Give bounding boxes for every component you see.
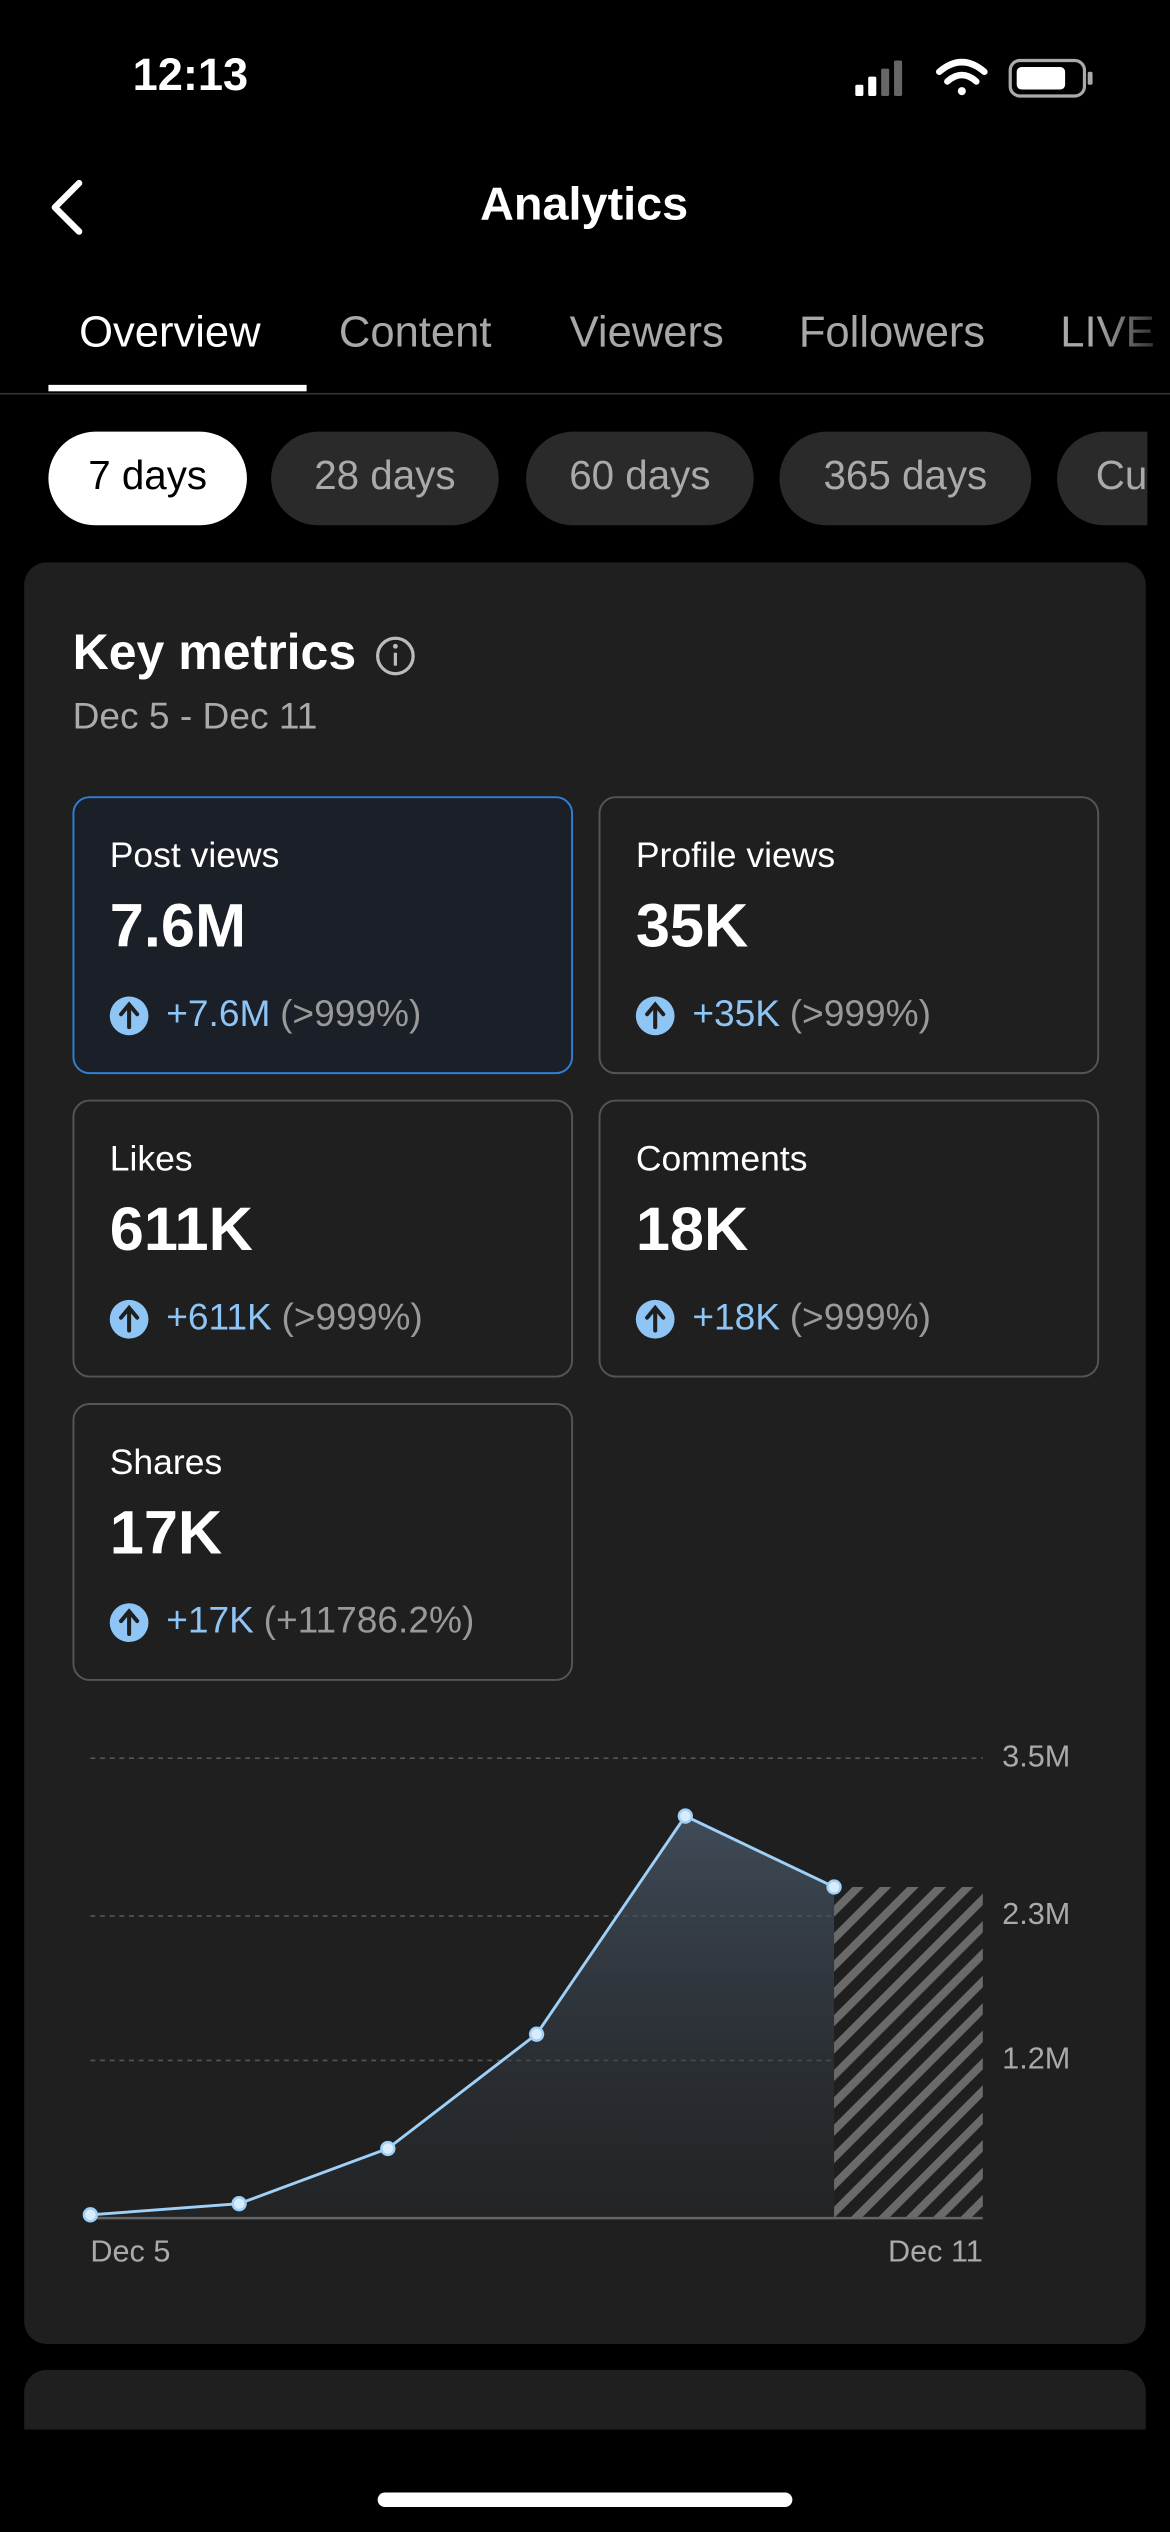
battery-icon bbox=[1008, 58, 1093, 98]
metric-percent: (+11786.2%) bbox=[264, 1598, 475, 1640]
page-title: Analytics bbox=[480, 178, 688, 230]
metric-percent: (>999%) bbox=[281, 1295, 422, 1337]
metric-card[interactable] bbox=[72, 796, 574, 1075]
point bbox=[380, 2140, 396, 2157]
metric-change-row: +17K (+11786.2%) bbox=[166, 1598, 474, 1640]
metric-value: 611K bbox=[110, 1194, 253, 1263]
period-selector: 7 days 28 days 60 days 365 days Cu bbox=[48, 431, 1170, 526]
status-time: 12:13 bbox=[133, 49, 249, 100]
metric-change-row: +611K (>999%) bbox=[166, 1295, 423, 1337]
metric-change: +17K bbox=[166, 1598, 254, 1640]
chart: 3.5M 2.3M 1.2M Dec 5 Dec 11 bbox=[82, 1739, 1070, 2269]
line bbox=[90, 1814, 835, 2217]
metric-percent: (>999%) bbox=[790, 992, 931, 1034]
wifi-icon bbox=[935, 58, 988, 96]
metric-card[interactable] bbox=[72, 1403, 574, 1681]
point bbox=[677, 1808, 693, 1824]
period-pill[interactable] bbox=[1057, 431, 1170, 526]
metric-percent: (>999%) bbox=[790, 1295, 931, 1337]
metric-value: 17K bbox=[110, 1497, 222, 1566]
tab[interactable]: Overview bbox=[79, 308, 261, 356]
tab[interactable]: Content bbox=[339, 308, 492, 356]
y-tick-label: 1.2M bbox=[1002, 2042, 1070, 2076]
metric-label: Shares bbox=[110, 1442, 222, 1482]
metric-card[interactable] bbox=[72, 1099, 574, 1378]
point bbox=[826, 1879, 842, 1895]
point bbox=[231, 2196, 247, 2212]
period-label[interactable]: 7 days bbox=[88, 452, 207, 498]
x-tick-label: Dec 11 bbox=[888, 2235, 983, 2269]
metric-percent: (>999%) bbox=[280, 992, 421, 1034]
point bbox=[528, 2026, 545, 2042]
section-title: Key metrics bbox=[73, 624, 357, 680]
x-tick-label: Dec 5 bbox=[90, 2235, 170, 2269]
metric-label: Likes bbox=[110, 1138, 193, 1178]
back-button[interactable] bbox=[51, 179, 83, 235]
period-label[interactable]: Cu bbox=[1096, 452, 1148, 498]
metric-card[interactable] bbox=[598, 796, 1100, 1075]
incomplete-region bbox=[834, 1886, 983, 2219]
tab-underline bbox=[48, 384, 307, 392]
trend-arrow bbox=[645, 1001, 666, 1030]
divider bbox=[0, 392, 1170, 395]
metric-card[interactable] bbox=[598, 1099, 1100, 1378]
metric-value: 18K bbox=[636, 1194, 748, 1263]
metric-change-row: +35K (>999%) bbox=[692, 992, 931, 1034]
period-label[interactable]: 365 days bbox=[823, 452, 987, 498]
date-range: Dec 5 - Dec 11 bbox=[73, 695, 318, 737]
metric-label: Profile views bbox=[636, 835, 835, 875]
area bbox=[90, 1816, 835, 2219]
period-label[interactable]: 28 days bbox=[314, 452, 455, 498]
tab[interactable]: Viewers bbox=[570, 308, 724, 356]
y-tick-label: 3.5M bbox=[1002, 1739, 1070, 1773]
metric-change-row: +18K (>999%) bbox=[692, 1295, 931, 1337]
metric-change: +35K bbox=[692, 992, 780, 1034]
metric-value: 35K bbox=[636, 891, 748, 960]
metric-change: +611K bbox=[166, 1295, 272, 1337]
point bbox=[82, 2207, 99, 2223]
metric-change: +7.6M bbox=[166, 992, 270, 1034]
trend-arrow bbox=[119, 1608, 140, 1636]
signal-icon bbox=[855, 60, 903, 96]
home-indicator bbox=[377, 2492, 793, 2508]
period-pill[interactable] bbox=[779, 431, 1032, 526]
period-label[interactable]: 60 days bbox=[569, 452, 710, 498]
bottom-bar bbox=[0, 2429, 1170, 2532]
metric-value: 7.6M bbox=[110, 891, 246, 960]
tab-fade bbox=[1097, 291, 1170, 389]
metric-label: Post views bbox=[110, 835, 280, 875]
metric-label: Comments bbox=[636, 1138, 808, 1178]
metric-change-row: +7.6M (>999%) bbox=[166, 992, 421, 1034]
trend-arrow bbox=[119, 1001, 140, 1030]
trend-arrow bbox=[645, 1304, 666, 1333]
period-pill[interactable] bbox=[48, 431, 247, 526]
info-icon[interactable] bbox=[376, 636, 415, 676]
tab[interactable]: Followers bbox=[799, 308, 985, 356]
tab-bar: OverviewContentViewersFollowersLIVE bbox=[79, 308, 1155, 356]
y-tick-label: 2.3M bbox=[1002, 1897, 1070, 1931]
period-pill[interactable] bbox=[271, 431, 499, 526]
trend-arrow bbox=[119, 1304, 140, 1333]
period-pill[interactable] bbox=[526, 431, 754, 526]
metric-change: +18K bbox=[692, 1295, 780, 1337]
